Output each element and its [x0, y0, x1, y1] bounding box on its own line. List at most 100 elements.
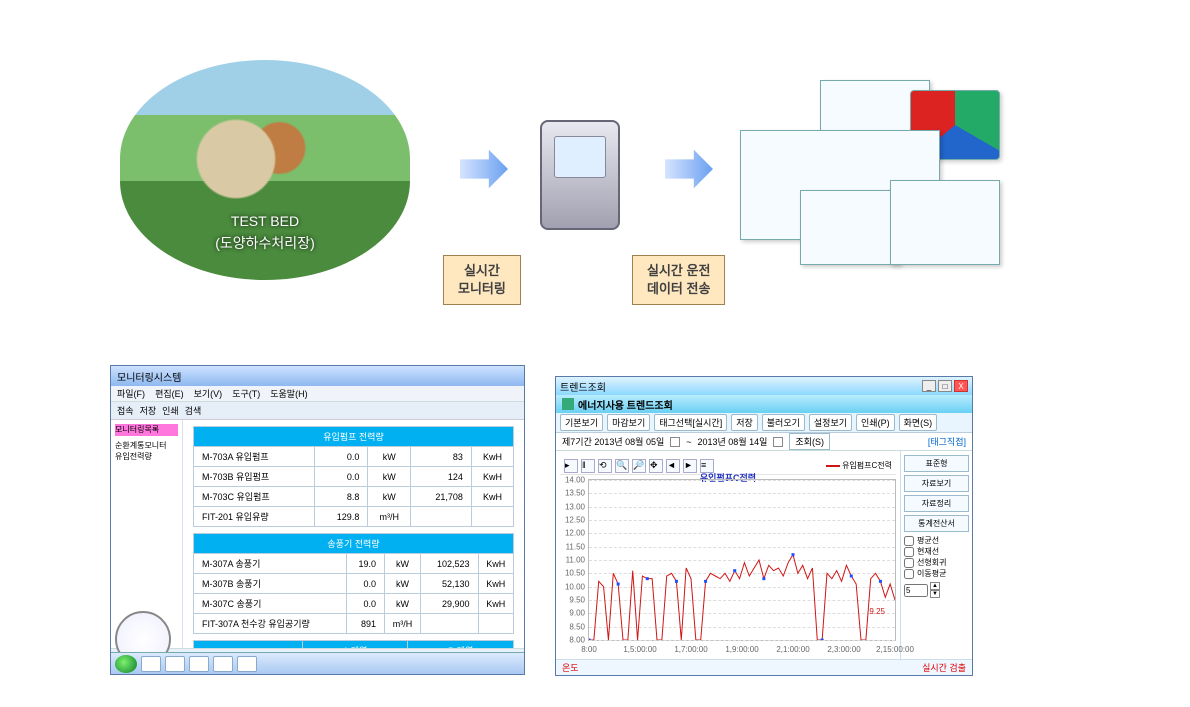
table-row: FIT-201 유입유량 129.8 m³/H [194, 507, 514, 527]
toolbar-button[interactable]: 태그선택[실시간] [654, 414, 727, 431]
table-header: B 계열 [408, 641, 514, 649]
row-unit: kW [385, 554, 421, 574]
panel-checkbox[interactable]: 평균선 [904, 535, 969, 546]
row-name: FIT-307A 천수강 유입공기량 [194, 614, 347, 634]
maximize-button[interactable]: □ [938, 380, 952, 392]
checkbox[interactable] [904, 547, 914, 557]
taskbar-item[interactable] [213, 656, 233, 672]
x-tick: 1,5:00:00 [623, 645, 656, 654]
inner-titlebar: 에너지사용 트렌드조회 [556, 395, 972, 413]
toolbar: 기본보기 마감보기 태그선택[실시간] 저장 불러오기 설정보기 인쇄(P) 화… [556, 413, 972, 433]
panel-checkbox[interactable]: 선형회귀 [904, 557, 969, 568]
checkbox-label: 이동평균 [917, 568, 946, 579]
realtime-toggle[interactable]: [태그직접] [928, 435, 966, 448]
table-blower: 송풍기 전력량 M-307A 송풍기 19.0 kW 102,523 KwHM-… [193, 533, 514, 634]
mini-window [800, 190, 900, 265]
calendar-icon[interactable] [773, 437, 783, 447]
menu-item[interactable]: 도구(T) [232, 387, 260, 400]
facility-subtitle: (도양하수처리장) [170, 232, 360, 254]
row-name: M-307B 송풍기 [194, 574, 347, 594]
checkbox-label: 현재선 [917, 546, 939, 557]
date-end-label: 2013년 08월 14일 [698, 435, 768, 448]
toolbar-button[interactable]: 기본보기 [560, 414, 603, 431]
taskbar-item[interactable] [237, 656, 257, 672]
checkbox[interactable] [904, 558, 914, 568]
row-value: 0.0 [315, 467, 368, 487]
minimize-button[interactable]: _ [922, 380, 936, 392]
checkbox[interactable] [904, 536, 914, 546]
date-sep: ~ [686, 437, 691, 447]
toolbar-button[interactable]: 접속 [117, 404, 134, 417]
y-tick: 9.50 [561, 596, 585, 605]
menu-item[interactable]: 파일(F) [117, 387, 145, 400]
row-unit [478, 614, 513, 634]
taskbar-item[interactable] [141, 656, 161, 672]
table-pump: 유입펌프 전력량 M-703A 유입펌프 0.0 kW 83 KwHM-703B… [193, 426, 514, 527]
window-titlebar[interactable]: 모니터링시스템 [111, 366, 524, 386]
spin-down-icon[interactable]: ▼ [930, 590, 940, 598]
query-button[interactable]: 조회(S) [789, 433, 830, 450]
window-titlebar[interactable]: 트렌드조회 _ □ X [556, 377, 972, 395]
x-tick: 2,3:00:00 [827, 645, 860, 654]
checkbox-label: 평균선 [917, 535, 939, 546]
taskbar-item[interactable] [165, 656, 185, 672]
arrow-icon [665, 145, 713, 193]
table-header: 유입펌프 전력량 [194, 427, 514, 447]
spin-input[interactable] [904, 584, 928, 597]
table-series: A 계열 B 계열 활성조 송풍기 10.2 m³/H 9.8 m³/HDOIT… [193, 640, 514, 648]
checkbox[interactable] [904, 569, 914, 579]
config-bar: 제7기간 2013년 08월 05일 ~ 2013년 08월 14일 조회(S)… [556, 433, 972, 451]
chart-plot[interactable]: 8.008.509.009.5010.0010.5011.0011.5012.0… [588, 479, 896, 641]
menubar[interactable]: 파일(F) 편집(E) 보기(V) 도구(T) 도움말(H) [111, 386, 524, 402]
x-tick: 2,15:00:00 [876, 645, 914, 654]
date-start-label: 제7기간 2013년 08월 05일 [562, 435, 664, 448]
y-tick: 11.00 [561, 556, 585, 565]
toolbar-button[interactable]: 화면(S) [899, 414, 938, 431]
calendar-icon[interactable] [670, 437, 680, 447]
row-value: 8.8 [315, 487, 368, 507]
checkbox-label: 선형회귀 [917, 557, 946, 568]
toolbar-button[interactable]: 검색 [185, 404, 202, 417]
table-row: M-307C 송풍기 0.0 kW 29,900 KwH [194, 594, 514, 614]
label-transmission: 실시간 운전 데이터 전송 [632, 255, 725, 305]
taskbar[interactable] [111, 652, 524, 674]
panel-button[interactable]: 자료보기 [904, 475, 969, 492]
row-value: 0.0 [315, 447, 368, 467]
label-monitoring: 실시간 모니터링 [443, 255, 521, 305]
spin-up-icon[interactable]: ▲ [930, 582, 940, 590]
toolbar-button[interactable]: 설정보기 [809, 414, 852, 431]
table-header: 송풍기 전력량 [194, 534, 514, 554]
y-tick: 8.50 [561, 622, 585, 631]
sidebar-item[interactable]: 순환계통모니터 [115, 440, 178, 451]
row-unit: KwH [471, 467, 513, 487]
toolbar-button[interactable]: 인쇄 [162, 404, 179, 417]
menu-item[interactable]: 보기(V) [194, 387, 223, 400]
flow-diagram: TEST BED (도양하수처리장) 실시간 모니터링 실시간 운전 데이터 전… [120, 60, 1070, 300]
chart-area: ▸ ‖ ⟲ 🔍 🔎 ✥ ◄ ► ≡ 유입펌프C전력 유입펌프C전력 8.008.… [556, 451, 900, 659]
menu-item[interactable]: 편집(E) [155, 387, 184, 400]
toolbar-button[interactable]: 마감보기 [607, 414, 650, 431]
toolbar-button[interactable]: 저장 [140, 404, 157, 417]
taskbar-item[interactable] [189, 656, 209, 672]
close-button[interactable]: X [954, 380, 968, 392]
panel-checkbox[interactable]: 이동평균 [904, 568, 969, 579]
toolbar-button[interactable]: 인쇄(P) [856, 414, 895, 431]
x-tick: 8:00 [581, 645, 597, 654]
row-unit: kW [368, 487, 411, 507]
panel-checkbox[interactable]: 현재선 [904, 546, 969, 557]
table-row: FIT-307A 천수강 유입공기량 891 m³/H [194, 614, 514, 634]
menu-item[interactable]: 도움말(H) [270, 387, 307, 400]
panel-button[interactable]: 표준형 [904, 455, 969, 472]
panel-button[interactable]: 자료정리 [904, 495, 969, 512]
sidebar-item[interactable]: 유입전력량 [115, 451, 178, 462]
right-panel: 표준형 자료보기 자료정리 통계전산서 평균선현재선선형회귀이동평균 ▲ ▼ [900, 451, 972, 659]
y-tick: 10.00 [561, 582, 585, 591]
toolbar-button[interactable]: 저장 [731, 414, 758, 431]
main-panel: 유입펌프 전력량 M-703A 유입펌프 0.0 kW 83 KwHM-703B… [183, 420, 524, 648]
start-button[interactable] [115, 655, 137, 673]
y-tick: 8.00 [561, 636, 585, 645]
toolbar: 접속 저장 인쇄 검색 [111, 402, 524, 420]
table-row: M-703C 유입펌프 8.8 kW 21,708 KwH [194, 487, 514, 507]
toolbar-button[interactable]: 불러오기 [762, 414, 805, 431]
panel-button[interactable]: 통계전산서 [904, 515, 969, 532]
